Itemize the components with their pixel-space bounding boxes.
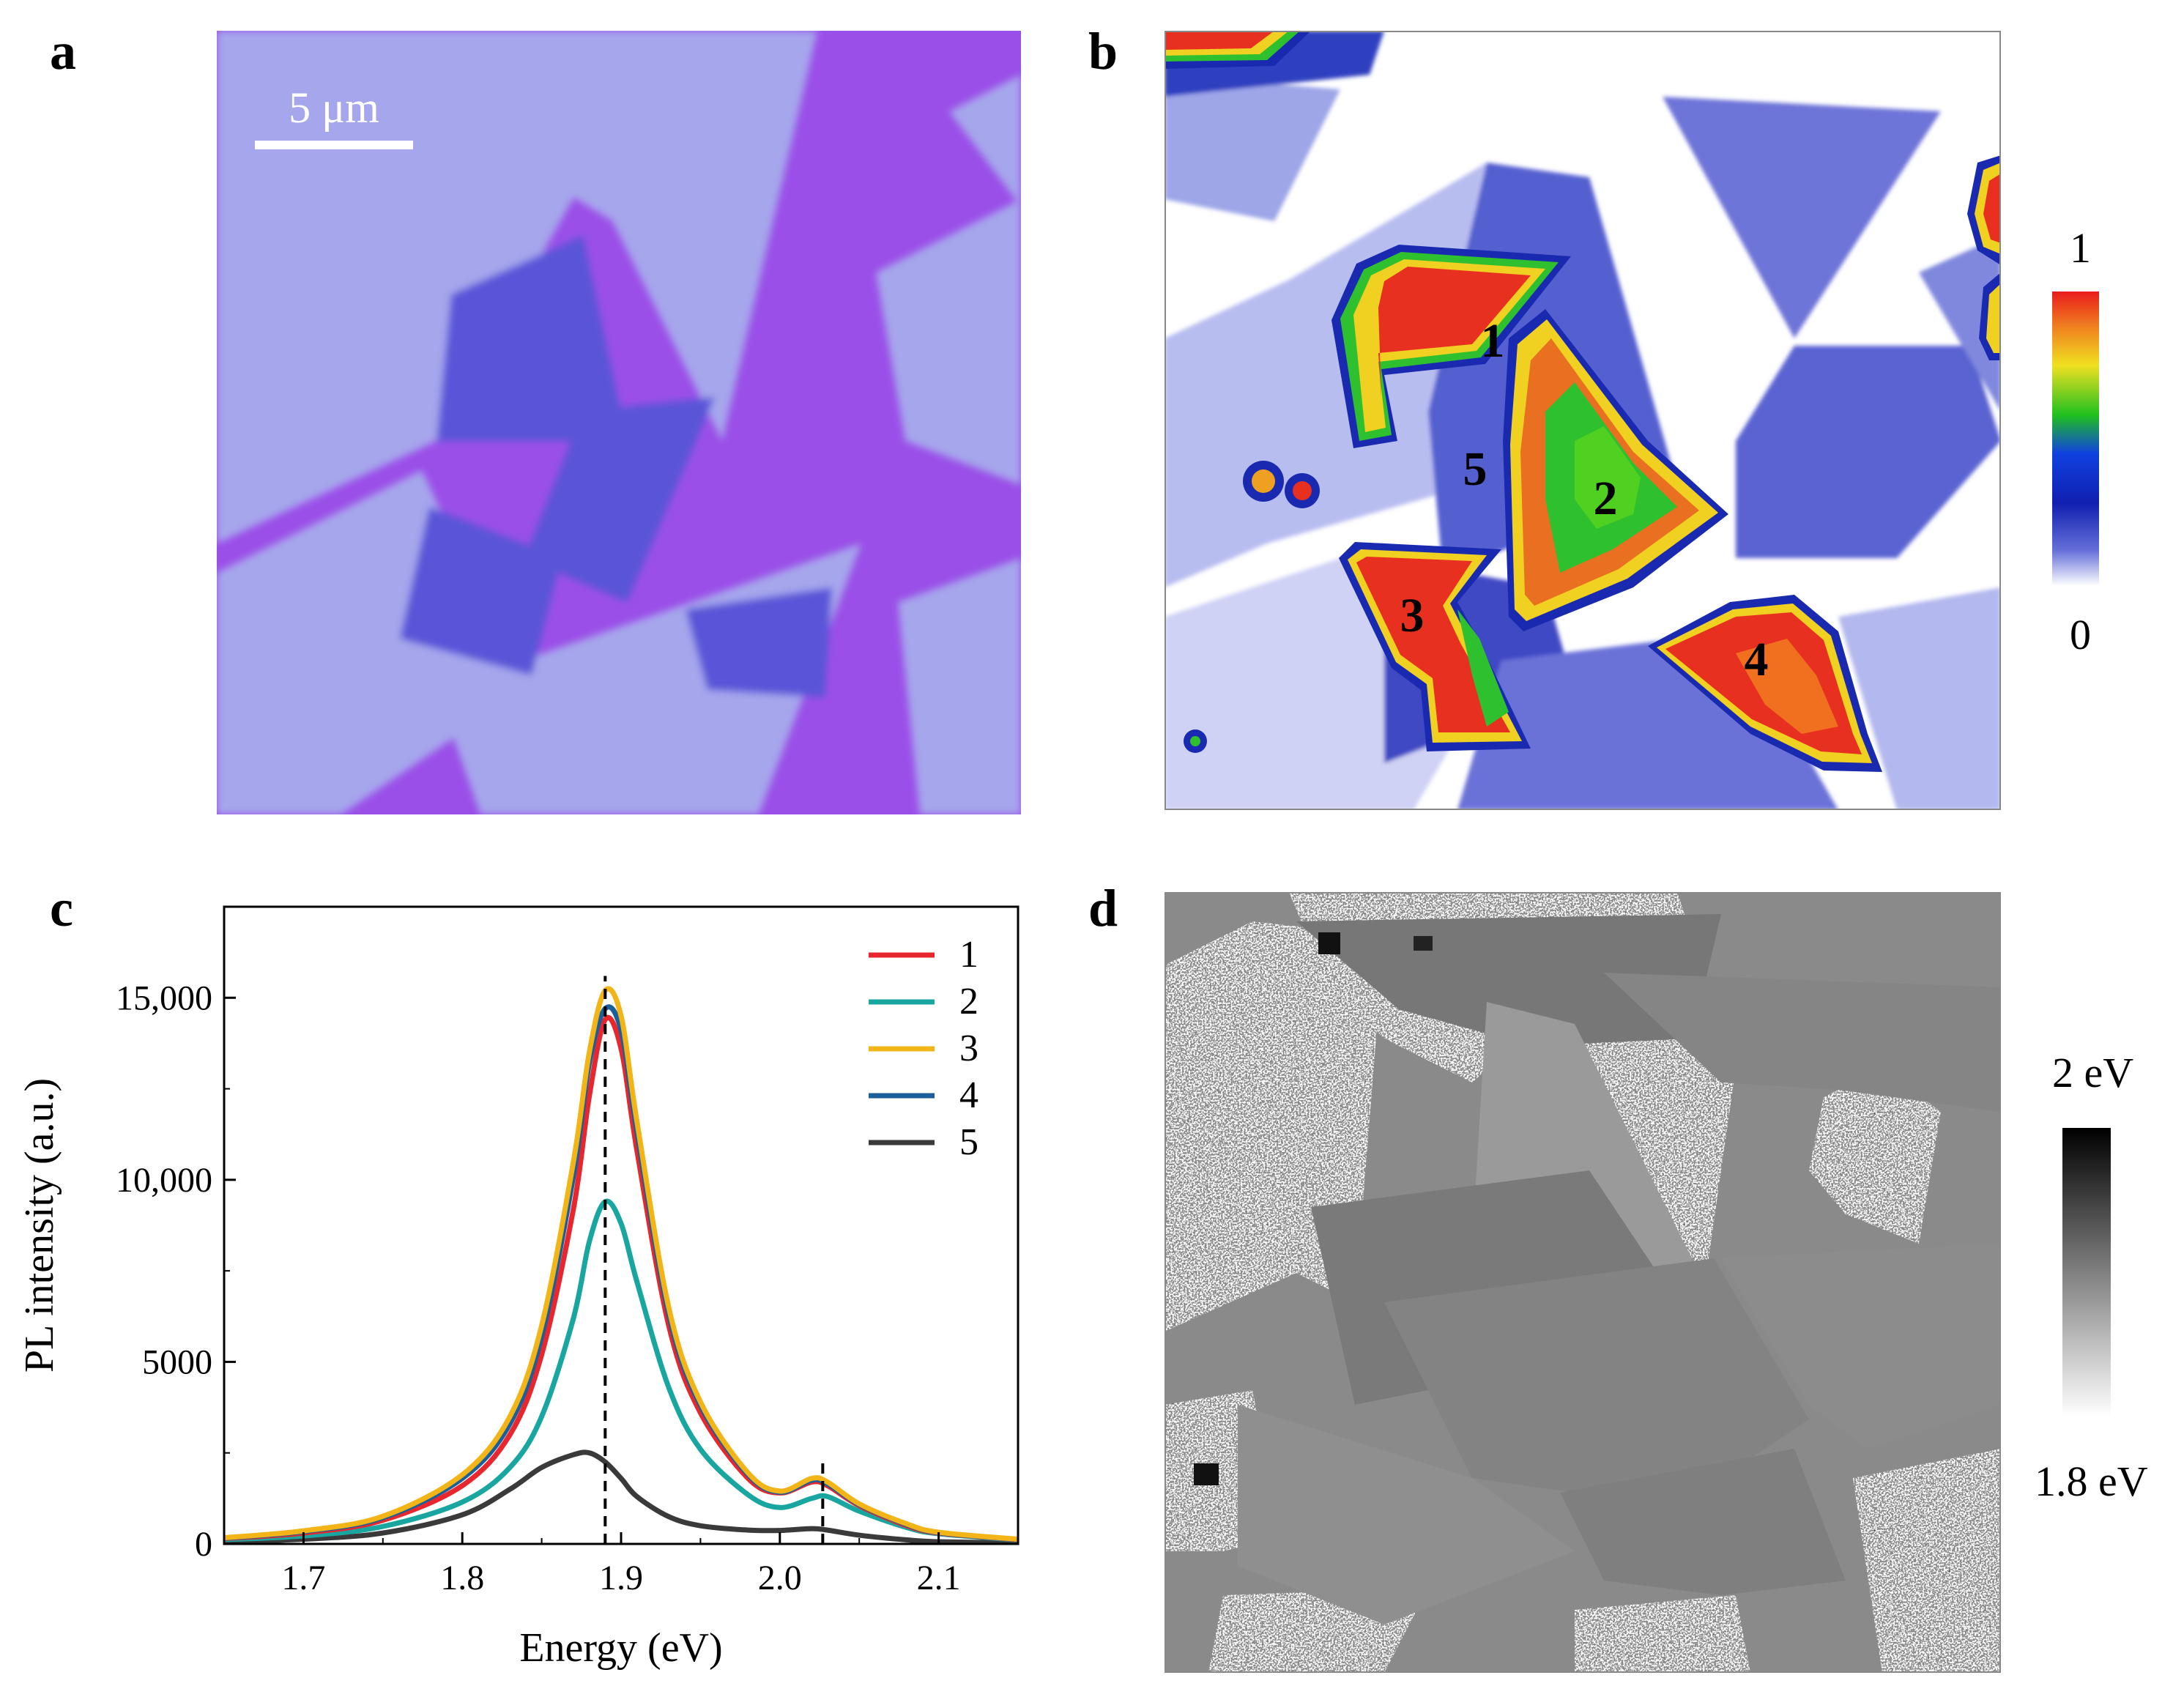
series-line-5 <box>224 1449 1018 1544</box>
panel-label-b: b <box>1088 22 1118 81</box>
bright-triangle-1 <box>1331 245 1571 448</box>
panel-label-a: a <box>50 22 76 81</box>
energy-colorbar-min-label: 1.8 eV <box>2035 1458 2148 1505</box>
optical-micrograph-panel: 5 μm <box>217 31 1021 814</box>
legend-label-4: 4 <box>959 1074 978 1116</box>
hot-spot-small <box>1184 461 1320 753</box>
low-intensity-region <box>1663 97 1941 338</box>
monolayer-flake <box>876 199 1021 485</box>
intensity-colorbar <box>2052 292 2099 586</box>
bright-triangle-3 <box>1339 542 1531 751</box>
low-intensity-region <box>1165 75 1340 221</box>
energy-colorbar <box>2062 1128 2111 1416</box>
bright-triangle-4 <box>1648 595 1882 772</box>
peak-energy-map-panel <box>1165 892 2001 1673</box>
monolayer-flake <box>898 558 1021 814</box>
region-label-5: 5 <box>1463 442 1487 496</box>
region-label-2: 2 <box>1594 472 1618 525</box>
intensity-colorbar-max-label: 1 <box>2070 224 2091 272</box>
region-label-1: 1 <box>1481 314 1505 368</box>
pl-intensity-map-panel: 1 2 3 4 5 <box>1165 31 2001 810</box>
legend-label-3: 3 <box>959 1028 978 1069</box>
optical-micrograph: 5 μm <box>217 31 1021 814</box>
x-tick-label: 2.1 <box>917 1559 961 1597</box>
panel-label-c: c <box>50 879 73 937</box>
legend-label-1: 1 <box>959 934 978 976</box>
low-intensity-region <box>1838 587 2001 810</box>
hot-spot-top-left <box>1165 31 1311 69</box>
monolayer-flake <box>217 119 598 543</box>
bilayer-region <box>686 587 832 697</box>
intensity-colorbar-min-label: 0 <box>2070 611 2091 658</box>
y-tick-label: 5000 <box>142 1343 212 1381</box>
monolayer-flake <box>949 75 1021 207</box>
region-label-3: 3 <box>1400 589 1425 642</box>
bilayer-region <box>437 236 627 441</box>
monolayer-flake <box>305 31 817 441</box>
x-tick-label: 1.8 <box>440 1559 484 1597</box>
panel-label-d: d <box>1088 879 1118 937</box>
x-tick-label: 2.0 <box>758 1559 802 1597</box>
y-axis-label: PL intensity (a.u.) <box>17 1078 62 1373</box>
energy-colorbar-max-label: 2 eV <box>2052 1049 2134 1096</box>
series-line-3 <box>224 986 1018 1542</box>
low-intensity-region <box>1919 236 2001 412</box>
y-tick-label: 10,000 <box>116 1161 212 1200</box>
bright-triangle-2 <box>1503 309 1728 631</box>
bilayer-region <box>400 507 561 675</box>
pl-intensity-map: 1 2 3 4 5 <box>1165 31 2001 810</box>
low-intensity-region <box>1736 346 2001 558</box>
y-tick-label: 15,000 <box>116 979 212 1017</box>
region-label-4: 4 <box>1745 633 1769 686</box>
series-line-4 <box>224 1004 1018 1542</box>
y-tick-label: 0 <box>195 1525 212 1564</box>
series-line-2 <box>224 1198 1018 1543</box>
legend-label-2: 2 <box>959 981 978 1022</box>
scale-bar-label: 5 μm <box>289 83 379 132</box>
bilayer-region <box>524 397 715 602</box>
scale-bar <box>255 141 413 149</box>
hot-spot-right-edge <box>1967 155 2001 360</box>
legend-label-5: 5 <box>959 1121 978 1163</box>
peak-energy-map <box>1165 892 2001 1673</box>
x-tick-label: 1.7 <box>281 1559 325 1597</box>
x-tick-label: 1.9 <box>599 1559 643 1597</box>
x-axis-label: Energy (eV) <box>519 1625 722 1671</box>
